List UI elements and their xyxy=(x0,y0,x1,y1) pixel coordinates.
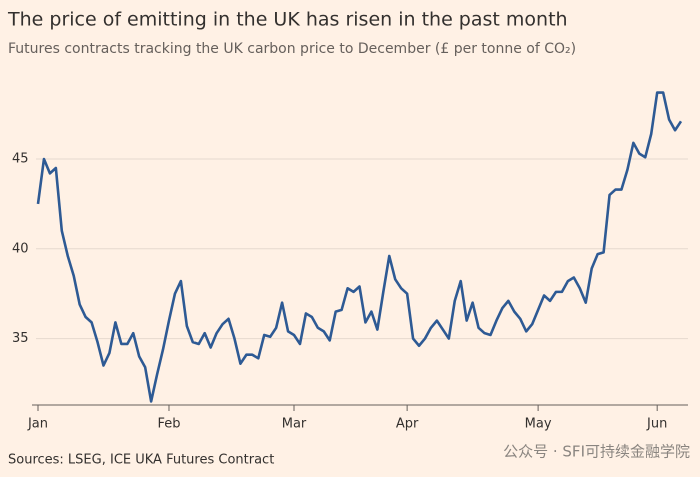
source: Sources: LSEG, ICE UKA Futures Contract xyxy=(8,453,274,468)
x-tick-label: Feb xyxy=(157,417,180,432)
y-tick-label: 40 xyxy=(12,241,29,256)
x-tick-label: Jan xyxy=(27,417,48,432)
y-tick-label: 45 xyxy=(12,152,29,167)
chart-subtitle: Futures contracts tracking the UK carbon… xyxy=(8,41,576,57)
chart-title: The price of emitting in the UK has rise… xyxy=(7,9,568,31)
x-tick-label: Apr xyxy=(396,417,419,432)
x-tick-label: May xyxy=(525,417,552,432)
watermark: 公众号 · SFI可持续金融学院 xyxy=(503,443,690,461)
x-tick-label: Mar xyxy=(282,417,307,432)
y-tick-label: 35 xyxy=(12,331,29,346)
x-tick-label: Jun xyxy=(646,417,667,432)
price-line xyxy=(36,91,683,403)
